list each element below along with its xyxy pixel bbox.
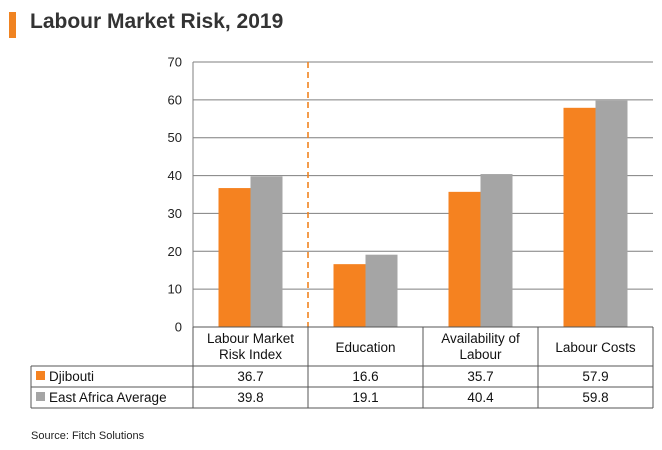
legend-swatch — [36, 371, 45, 380]
table-cell: 16.6 — [352, 369, 378, 384]
bar — [333, 264, 366, 327]
chart-title: Labour Market Risk, 2019 — [30, 10, 284, 33]
bar — [218, 188, 251, 327]
y-tick-label: 0 — [175, 320, 182, 335]
bar — [480, 174, 513, 327]
y-tick-label: 40 — [168, 168, 182, 183]
table-cell: 36.7 — [237, 369, 263, 384]
table-cell: 59.8 — [582, 390, 608, 405]
y-tick-label: 60 — [168, 92, 182, 107]
bar — [365, 254, 398, 327]
bar — [563, 107, 596, 327]
table-cell: 40.4 — [467, 390, 494, 405]
title-accent-bar — [9, 12, 16, 38]
y-tick-label: 20 — [168, 244, 182, 259]
table-row-label: Djibouti — [49, 369, 94, 384]
table-cell: 57.9 — [582, 369, 608, 384]
category-label: Labour Costs — [555, 340, 636, 355]
y-tick-label: 70 — [168, 55, 182, 70]
category-label: Labour — [459, 347, 502, 362]
y-tick-label: 10 — [168, 282, 182, 297]
table-cell: 35.7 — [467, 369, 493, 384]
category-label: Risk Index — [219, 347, 282, 362]
table-cell: 39.8 — [237, 390, 263, 405]
y-tick-label: 50 — [168, 130, 182, 145]
bar — [595, 100, 628, 327]
category-label: Labour Market — [207, 331, 294, 346]
category-label: Availability of — [441, 331, 520, 346]
legend-swatch — [36, 392, 45, 401]
table-row-label: East Africa Average — [49, 390, 167, 405]
bar — [250, 176, 283, 327]
source-note: Source: Fitch Solutions — [31, 430, 145, 442]
bar — [448, 191, 481, 327]
category-label: Education — [335, 340, 395, 355]
table-cell: 19.1 — [352, 390, 378, 405]
y-tick-label: 30 — [168, 206, 182, 221]
